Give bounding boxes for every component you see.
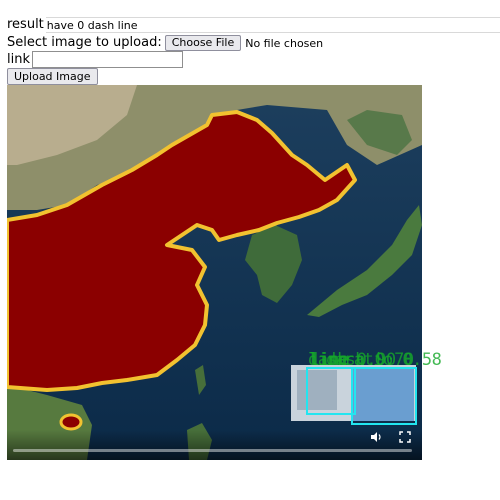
detection-label: ratio 0.58 bbox=[344, 350, 442, 370]
inset-map bbox=[352, 368, 414, 421]
detection-box bbox=[306, 367, 356, 415]
link-input[interactable] bbox=[32, 51, 183, 68]
link-row: link bbox=[7, 51, 183, 68]
result-output: have 0 dash line bbox=[45, 17, 500, 33]
choose-file-button[interactable]: Choose File bbox=[164, 35, 242, 51]
desert-area bbox=[7, 85, 137, 165]
detection-label: dash 0.70 bbox=[326, 350, 414, 370]
highlighted-island bbox=[59, 413, 83, 431]
video-controls bbox=[7, 430, 422, 460]
map-frame bbox=[7, 85, 422, 460]
fullscreen-icon[interactable] bbox=[399, 431, 411, 443]
video-player[interactable] bbox=[7, 85, 422, 460]
detection-label: dash 0.90 bbox=[308, 350, 396, 370]
highlighted-region bbox=[7, 110, 357, 392]
detection-label: line bbox=[310, 350, 349, 370]
detection-label: line bbox=[308, 350, 347, 370]
detection-labels: line line line dash 0.90 dash 0.70 ratio 0.58 bbox=[308, 350, 498, 372]
result-label: result bbox=[7, 17, 44, 32]
japan-land bbox=[307, 205, 422, 317]
inset-thumbnail bbox=[297, 370, 337, 410]
upload-row: Select image to upload: Choose File No f… bbox=[7, 35, 323, 51]
result-row: result have 0 dash line bbox=[7, 17, 500, 33]
upload-button-row: Upload Image bbox=[7, 68, 98, 85]
video-progress-bar[interactable] bbox=[13, 449, 412, 452]
link-label: link bbox=[7, 51, 30, 67]
russia-coast bbox=[347, 110, 412, 155]
korea-land bbox=[245, 225, 302, 303]
detection-label: line bbox=[309, 350, 348, 370]
taiwan-land bbox=[195, 365, 206, 395]
upload-label: Select image to upload: bbox=[7, 35, 162, 50]
file-status: No file chosen bbox=[245, 36, 324, 50]
detection-box bbox=[351, 367, 417, 425]
volume-icon[interactable] bbox=[370, 431, 382, 443]
upload-image-button[interactable]: Upload Image bbox=[7, 68, 98, 85]
